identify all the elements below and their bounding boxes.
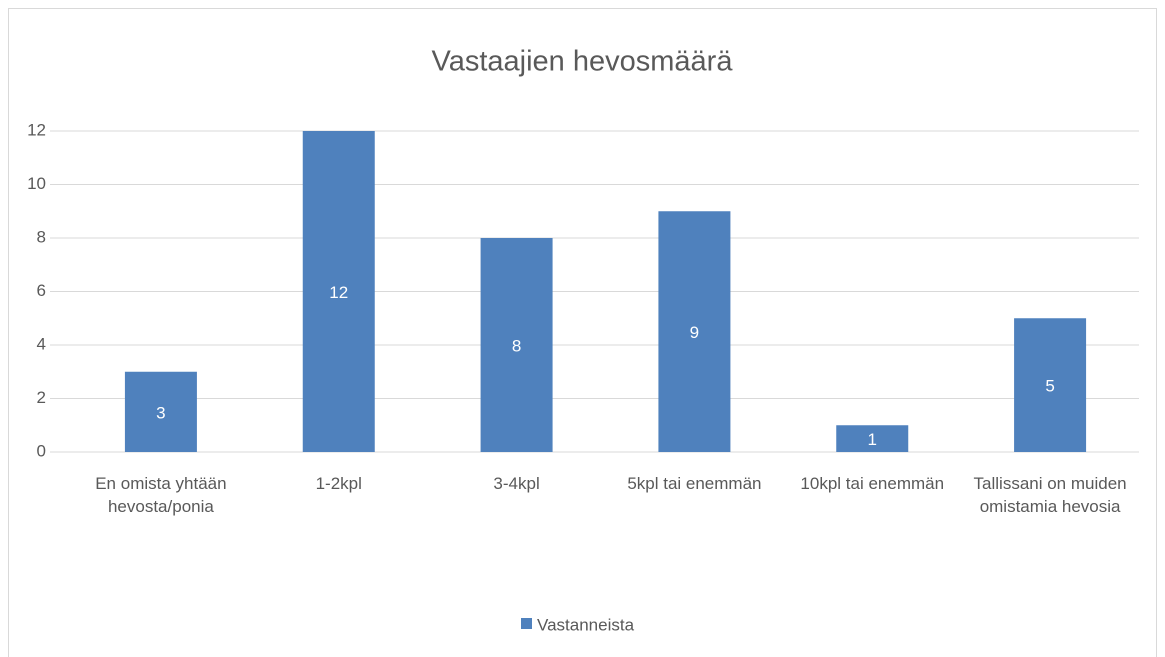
value-label: 3 — [156, 403, 165, 422]
value-label: 5 — [1045, 377, 1054, 396]
bar — [302, 131, 375, 452]
y-tick-label: 12 — [27, 120, 46, 139]
chart-title: Vastaajien hevosmäärä — [432, 46, 734, 78]
y-tick-label: 2 — [37, 388, 46, 407]
bar — [836, 425, 909, 452]
y-tick-label: 0 — [37, 441, 46, 460]
value-label: 9 — [690, 323, 699, 342]
x-tick-label: 10kpl tai enemmän — [800, 474, 945, 493]
x-tick-label: En omista yhtään hevosta/ponia — [95, 474, 227, 516]
y-tick-label: 10 — [27, 174, 46, 193]
y-tick-label: 8 — [37, 227, 46, 246]
value-label: 1 — [868, 430, 877, 449]
bar — [1014, 318, 1087, 452]
legend-swatch — [521, 618, 532, 629]
bar — [480, 238, 553, 452]
chart-border — [8, 8, 1157, 657]
x-tick-label: 3-4kpl — [493, 474, 540, 493]
bar — [658, 211, 731, 452]
x-tick-label: 5kpl tai enemmän — [627, 474, 762, 493]
y-tick-label: 6 — [37, 281, 46, 300]
x-tick-label: Tallissani on muiden omistamia hevosia — [973, 474, 1127, 516]
x-tick-label: 1-2kpl — [315, 474, 362, 493]
y-tick-label: 4 — [37, 334, 46, 353]
value-label: 8 — [512, 336, 521, 355]
bar — [124, 371, 197, 452]
value-label: 12 — [329, 283, 348, 302]
legend-label: Vastanneista — [537, 615, 635, 634]
